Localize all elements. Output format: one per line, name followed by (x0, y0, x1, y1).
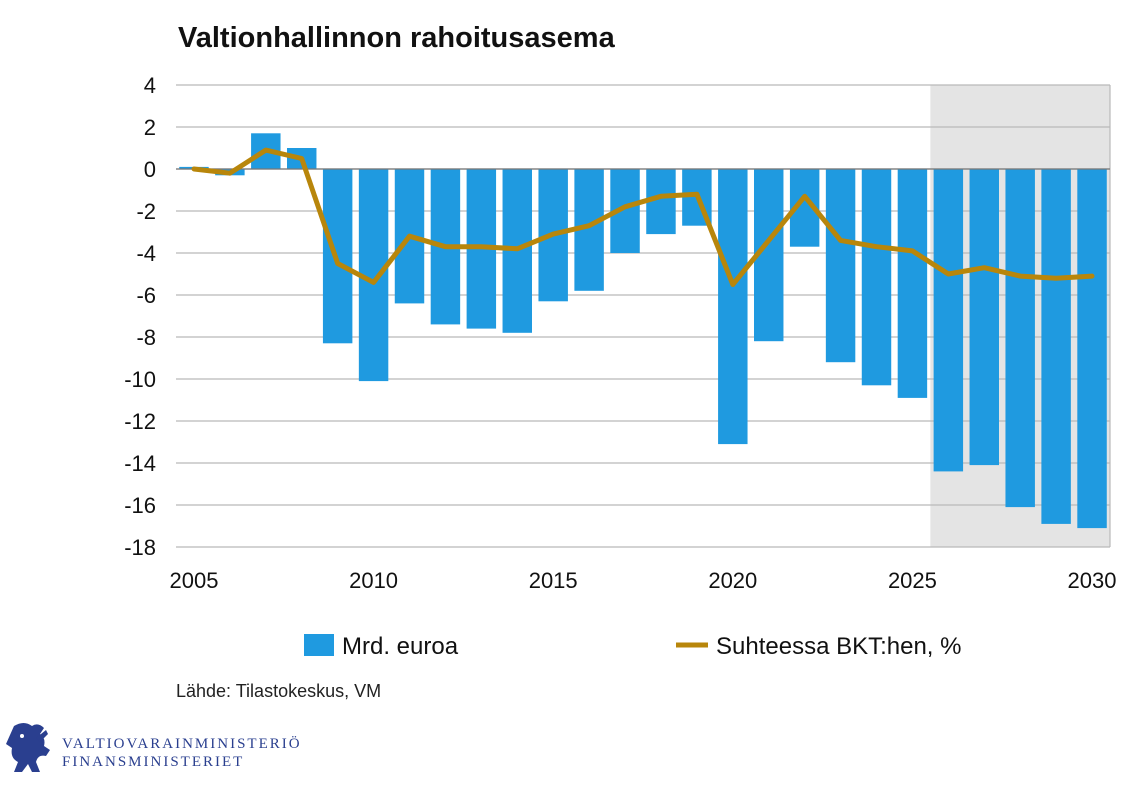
bar (969, 169, 999, 466)
legend: Mrd. euroa Suhteessa BKT:hen, % (304, 633, 961, 660)
chart-title: Valtionhallinnon rahoitusasema (178, 22, 616, 54)
x-axis-ticks: 2005 2010 2015 2020 2025 2030 (169, 568, 1116, 593)
x-tick-label: 2010 (349, 568, 398, 593)
y-tick-label: 2 (144, 115, 156, 140)
logo-name-finnish: VALTIOVARAINMINISTERIÖ (62, 735, 302, 752)
x-tick-label: 2020 (708, 568, 757, 593)
y-tick-label: -6 (136, 283, 156, 308)
bar (1041, 169, 1071, 524)
y-tick-label: 4 (144, 73, 156, 98)
ministry-logo: VALTIOVARAINMINISTERIÖ FINANSMINISTERIET (6, 723, 302, 772)
y-tick-label: -8 (136, 325, 156, 350)
bar (897, 169, 928, 398)
legend-label-mrd-euroa: Mrd. euroa (342, 633, 459, 660)
lion-emblem-icon (6, 723, 50, 772)
y-tick-label: -14 (124, 451, 156, 476)
bar (825, 169, 856, 363)
source-note: Lähde: Tilastokeskus, VM (176, 681, 381, 701)
y-tick-label: -2 (136, 199, 156, 224)
x-tick-label: 2030 (1068, 568, 1117, 593)
x-tick-label: 2015 (529, 568, 578, 593)
x-tick-label: 2025 (888, 568, 937, 593)
y-tick-label: -10 (124, 367, 156, 392)
legend-label-suhteessa-bkt: Suhteessa BKT:hen, % (716, 633, 961, 660)
bar (718, 169, 748, 445)
y-tick-label: -4 (136, 241, 156, 266)
y-axis-ticks: 4 2 0 -2 -4 -6 -8 -10 -12 -14 -16 -18 (124, 73, 156, 560)
legend-swatch-mrd-euroa (304, 634, 334, 656)
bar (1005, 169, 1035, 508)
x-tick-label: 2005 (169, 568, 218, 593)
logo-name-swedish: FINANSMINISTERIET (62, 754, 244, 770)
line-series-suhteessa-bkt (191, 147, 1095, 287)
y-tick-label: -18 (124, 535, 156, 560)
plot-area: 420-2-4-6-8-10-12-14-16-18 2005 2010 2015 2… (124, 73, 1116, 593)
bar (1077, 169, 1107, 529)
y-tick-label: -12 (124, 409, 156, 434)
bar (861, 169, 892, 386)
bar (933, 169, 964, 472)
y-tick-label: -16 (124, 493, 156, 518)
y-tick-label: 0 (144, 157, 156, 182)
